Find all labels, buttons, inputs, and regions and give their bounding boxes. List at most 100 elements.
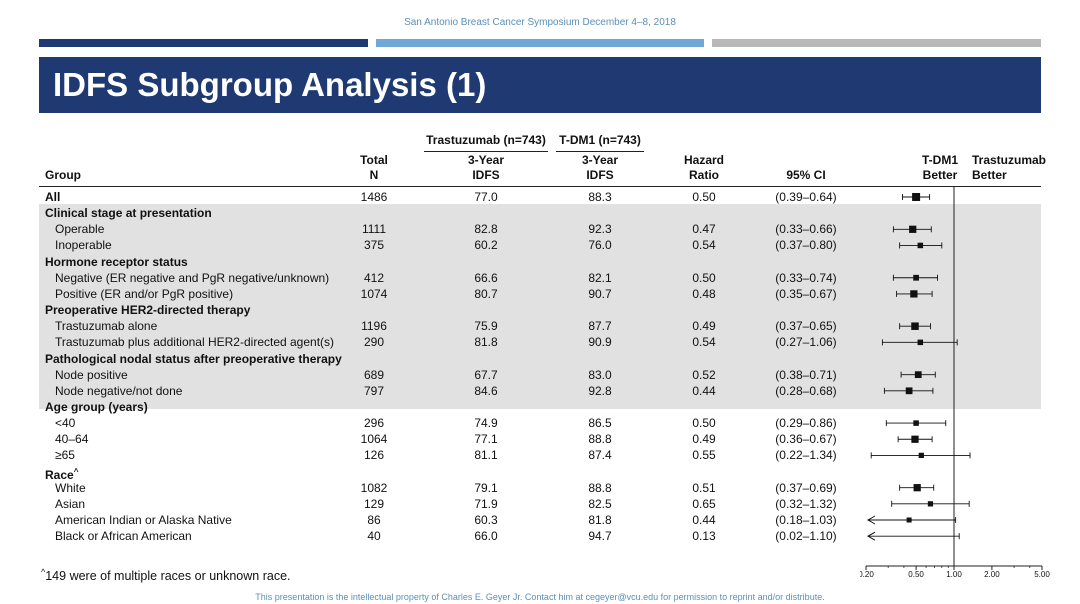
hazard-ratio-cell: 0.48	[692, 286, 716, 301]
group-heading: Hormone receptor status	[45, 254, 188, 269]
header-tdm1-underline	[556, 151, 644, 152]
hazard-ratio-cell: 0.13	[692, 529, 716, 544]
ci-cell: (0.38–0.71)	[775, 367, 837, 382]
subgroup-label: Inoperable	[55, 238, 112, 253]
trastuzumab-idfs-cell: 77.1	[474, 432, 498, 447]
hazard-ratio-cell: 0.49	[692, 319, 716, 334]
header-trastuzumab-better-line2: Better	[972, 168, 1007, 182]
tdm1-idfs-cell: 92.8	[588, 383, 612, 398]
ci-arrow-left	[866, 531, 876, 541]
trastuzumab-idfs-cell: 67.7	[474, 367, 498, 382]
total-n-cell: 290	[363, 335, 385, 350]
x-tick-label: 0.20	[860, 570, 874, 579]
tdm1-idfs-cell: 87.7	[588, 319, 612, 334]
ci-cell: (0.39–0.64)	[775, 190, 837, 204]
ci-cell: (0.28–0.68)	[775, 383, 837, 398]
total-n-cell: 1074	[360, 286, 388, 301]
subgroup-label: Asian	[55, 496, 86, 511]
hr-marker	[917, 339, 924, 346]
hazard-ratio-cell: 0.51	[692, 480, 716, 495]
hr-marker	[917, 242, 924, 249]
ci-cell: (0.37–0.80)	[775, 238, 837, 253]
slide-title: IDFS Subgroup Analysis (1)	[53, 66, 487, 103]
total-n-cell: 689	[363, 367, 385, 382]
total-n-cell: 1111	[361, 222, 387, 237]
footnote-text: ^149 were of multiple races or unknown r…	[41, 567, 291, 584]
total-n-cell: 1196	[361, 319, 387, 334]
trastuzumab-idfs-cell: 82.8	[474, 222, 498, 237]
subgroup-label: Positive (ER and/or PgR positive)	[55, 286, 234, 301]
accent-bar-gray	[712, 39, 1041, 47]
group-heading: Clinical stage at presentation	[45, 206, 212, 221]
ci-arrow-left	[866, 515, 876, 525]
total-n-cell: 797	[363, 383, 385, 398]
header-trastuzumab-idfs-line1: 3-Year	[467, 153, 505, 167]
tdm1-idfs-cell: 86.5	[588, 416, 612, 431]
header-trastuzumab-group: Trastuzumab (n=743)	[426, 133, 546, 147]
total-n-cell: 40	[367, 529, 381, 544]
forest-plot: 0.20 0.50 1.00 2.00 5.00	[860, 186, 1050, 579]
hr-marker	[911, 322, 919, 330]
tdm1-idfs-cell: 88.8	[588, 480, 612, 495]
hr-marker	[905, 387, 913, 395]
hazard-ratio-cell: 0.54	[692, 335, 716, 350]
tdm1-idfs-cell: 90.7	[588, 286, 612, 301]
tdm1-idfs-cell: 82.1	[588, 270, 612, 285]
hr-marker	[914, 371, 922, 379]
hr-marker	[918, 452, 924, 459]
header-group: Group	[45, 168, 81, 182]
total-n-cell: 296	[363, 416, 385, 431]
group-heading: Pathological nodal status after preopera…	[45, 351, 342, 366]
hazard-ratio-cell: 0.54	[692, 238, 716, 253]
footer-copyright: This presentation is the intellectual pr…	[255, 592, 825, 602]
header-trastuzumab-idfs-line2: IDFS	[472, 168, 500, 182]
footnote: ^149 were of multiple races or unknown r…	[41, 567, 291, 583]
tdm1-idfs-cell: 83.0	[588, 367, 612, 382]
trastuzumab-idfs-cell: 80.7	[474, 286, 498, 301]
total-n-cell: 1064	[360, 432, 388, 447]
header-hazard-ratio-line1: Hazard	[683, 153, 724, 167]
x-tick-label: 1.00	[946, 570, 962, 579]
hr-marker	[913, 484, 921, 492]
subgroup-label: 40–64	[55, 432, 89, 447]
subgroup-label: Negative (ER negative and PgR negative/u…	[55, 270, 330, 285]
ci-cell: (0.22–1.34)	[775, 448, 837, 463]
header-tdm1-idfs-line1: 3-Year	[581, 153, 619, 167]
hazard-ratio-cell: 0.49	[692, 432, 716, 447]
total-n-cell: 412	[363, 270, 385, 285]
hazard-ratio-cell: 0.50	[692, 190, 716, 204]
ci-cell: (0.02–1.10)	[775, 529, 837, 544]
trastuzumab-idfs-cell: 71.9	[474, 496, 498, 511]
trastuzumab-idfs-cell: 66.0	[474, 529, 498, 544]
x-tick-label: 2.00	[984, 570, 1000, 579]
trastuzumab-idfs-cell: 66.6	[474, 270, 498, 285]
trastuzumab-idfs-cell: 75.9	[474, 319, 498, 334]
x-tick-label: 5.00	[1034, 570, 1050, 579]
group-heading: Age group (years)	[45, 399, 148, 414]
shade-band-1	[39, 204, 1041, 409]
hazard-ratio-cell: 0.65	[692, 496, 716, 511]
hr-marker	[909, 225, 917, 233]
tdm1-idfs-cell: 76.0	[588, 238, 612, 253]
hr-marker	[913, 420, 919, 426]
header-hazard-ratio-line2: Ratio	[689, 168, 719, 182]
trastuzumab-idfs-cell: 77.0	[474, 190, 498, 204]
hazard-ratio-cell: 0.44	[692, 513, 716, 527]
tdm1-idfs-cell: 88.8	[588, 432, 612, 447]
accent-bar-light	[376, 39, 704, 47]
subgroup-label: Operable	[55, 222, 105, 237]
group-heading: All	[45, 190, 61, 204]
tdm1-idfs-cell: 88.3	[588, 190, 612, 204]
hr-marker	[927, 501, 934, 507]
subgroup-label: Trastuzumab plus additional HER2-directe…	[55, 335, 335, 350]
hr-marker	[911, 435, 919, 443]
tdm1-idfs-cell: 81.8	[588, 513, 612, 527]
trastuzumab-idfs-cell: 79.1	[474, 480, 498, 495]
ci-cell: (0.37–0.69)	[775, 480, 837, 495]
header-tdm1-better-line1: T-DM1	[922, 153, 958, 167]
tdm1-idfs-cell: 87.4	[588, 448, 612, 463]
x-tick-label: 0.50	[908, 570, 924, 579]
ci-cell: (0.27–1.06)	[775, 335, 837, 350]
hr-marker	[906, 517, 912, 523]
subgroup-label: American Indian or Alaska Native	[55, 513, 232, 527]
